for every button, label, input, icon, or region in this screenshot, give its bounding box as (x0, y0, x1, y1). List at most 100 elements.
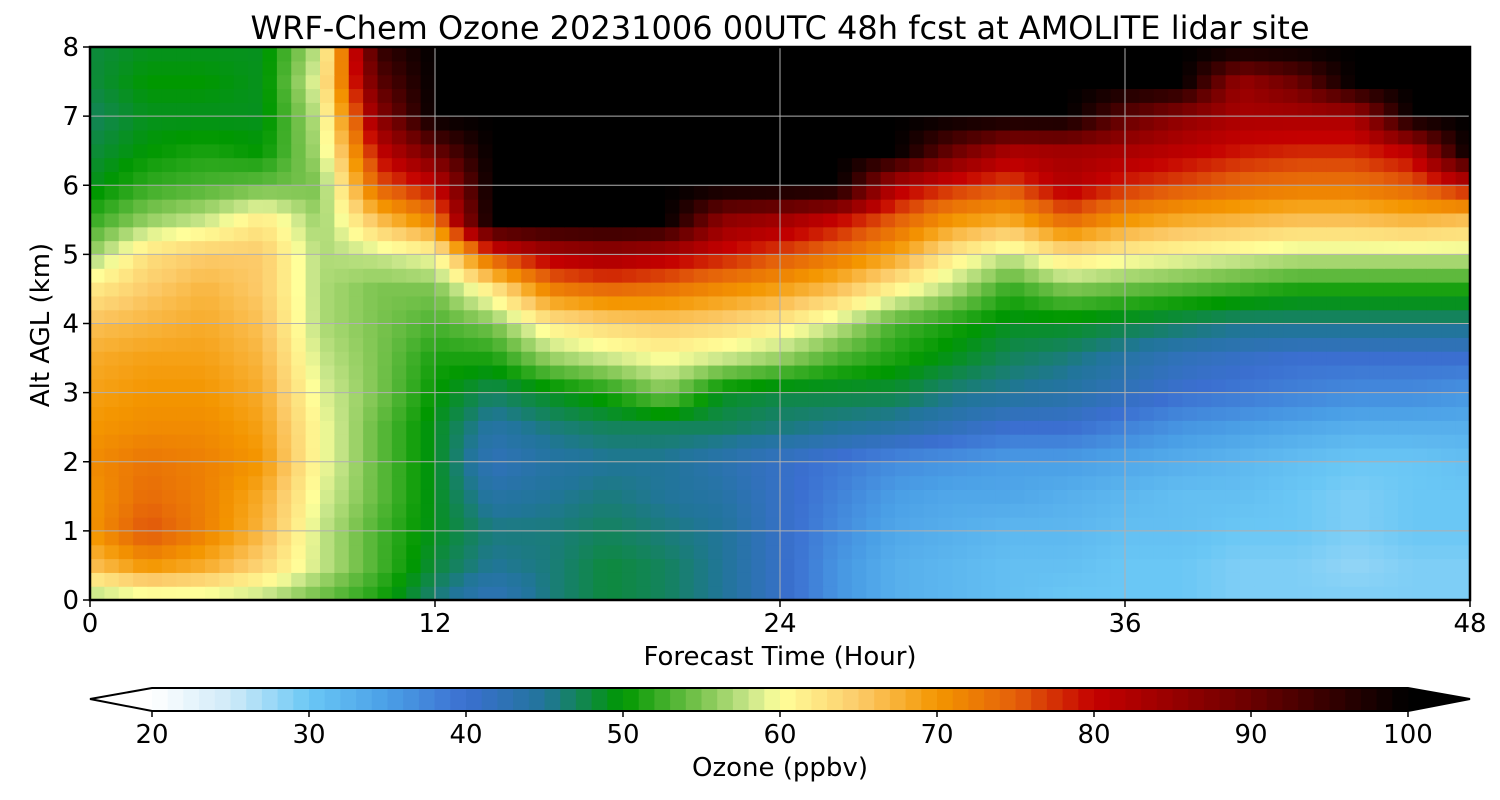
heat-cell (1053, 461, 1069, 477)
heat-cell (679, 337, 695, 352)
heat-cell (621, 337, 637, 352)
heat-cell (938, 129, 954, 145)
heat-cell (463, 337, 479, 352)
heat-cell (535, 489, 551, 504)
heat-cell (377, 295, 393, 311)
heat-cell (190, 378, 206, 394)
heat-cell (895, 226, 910, 242)
heat-cell (550, 572, 565, 587)
heat-cell (938, 268, 954, 283)
heat-cell (248, 351, 264, 366)
heat-cell (895, 447, 910, 463)
heat-cell (190, 240, 206, 255)
heat-cell (320, 74, 335, 90)
heat-cell (291, 364, 307, 380)
heat-cell (621, 199, 637, 214)
heat-cell (1326, 544, 1342, 560)
heat-cell (118, 337, 134, 352)
heat-cell (478, 323, 494, 338)
heat-cell (650, 226, 666, 242)
heat-cell (564, 503, 580, 518)
heat-cell (1240, 586, 1255, 601)
heat-cell (1441, 572, 1457, 587)
heat-cell (492, 74, 508, 90)
heat-cell (995, 240, 1011, 255)
heat-cell (1038, 558, 1054, 573)
heat-cell (621, 171, 637, 186)
colorbar-segment (418, 688, 435, 711)
heat-cell (995, 351, 1011, 366)
heat-cell (593, 406, 609, 421)
heat-cell (966, 268, 982, 283)
heat-cell (506, 572, 522, 587)
heat-cell (406, 268, 422, 283)
heat-cell (1412, 185, 1428, 200)
heat-cell (1340, 116, 1356, 131)
heat-cell (880, 129, 896, 145)
heat-cell (391, 282, 407, 297)
heat-cell (837, 268, 853, 283)
heat-cell (1283, 295, 1299, 311)
heat-cell (693, 254, 709, 269)
heat-cell (320, 558, 335, 573)
heat-cell (90, 47, 105, 62)
heat-cell (780, 434, 795, 449)
heat-cell (219, 475, 235, 490)
heat-cell (391, 323, 407, 338)
heat-cell (1268, 309, 1284, 325)
heat-cell (837, 364, 853, 380)
heat-cell (118, 185, 134, 200)
heat-cell (650, 489, 666, 504)
heat-cell (1283, 88, 1299, 103)
heat-cell (104, 461, 120, 477)
heat-cell (952, 323, 968, 338)
heat-cell (823, 323, 839, 338)
heat-cell (506, 475, 522, 490)
heat-cell (176, 74, 192, 90)
heat-cell (1081, 544, 1097, 560)
heat-cell (233, 434, 249, 449)
heat-cell (607, 517, 623, 532)
heat-cell (780, 337, 795, 352)
heat-cell (118, 88, 134, 103)
heat-cell (1398, 447, 1414, 463)
heat-cell (205, 282, 220, 297)
heat-cell (880, 351, 896, 366)
heat-cell (1441, 116, 1457, 131)
heat-cell (1211, 295, 1227, 311)
heat-cell (665, 517, 680, 532)
heat-cell (377, 240, 393, 255)
heat-cell (104, 74, 120, 90)
heat-cell (1010, 47, 1025, 62)
heat-cell (1196, 185, 1212, 200)
heat-cell (923, 447, 939, 463)
heat-cell (1340, 185, 1356, 200)
heat-cell (736, 129, 752, 145)
heat-cell (205, 129, 220, 145)
heat-cell (205, 378, 220, 394)
heat-cell (650, 392, 666, 408)
heat-cell (938, 226, 954, 242)
heat-cell (1182, 503, 1198, 518)
heat-cell (851, 586, 867, 601)
heat-cell (693, 129, 709, 145)
heat-cell (233, 254, 249, 269)
heat-cell (176, 212, 192, 228)
heat-cell (118, 406, 134, 421)
heat-cell (276, 447, 292, 463)
heat-cell (449, 199, 465, 214)
heat-cell (995, 199, 1011, 214)
heat-cell (866, 143, 882, 159)
heat-cell (636, 475, 652, 490)
heat-cell (765, 364, 781, 380)
heat-cell (837, 157, 853, 173)
heat-cell (1225, 406, 1241, 421)
heat-cell (1081, 240, 1097, 255)
heat-cell (262, 351, 278, 366)
heat-cell (492, 295, 508, 311)
heat-cell (190, 447, 206, 463)
colorbar-segment (1203, 688, 1220, 711)
heat-cell (1038, 517, 1054, 532)
heat-cell (693, 74, 709, 90)
heat-cell (895, 530, 910, 546)
